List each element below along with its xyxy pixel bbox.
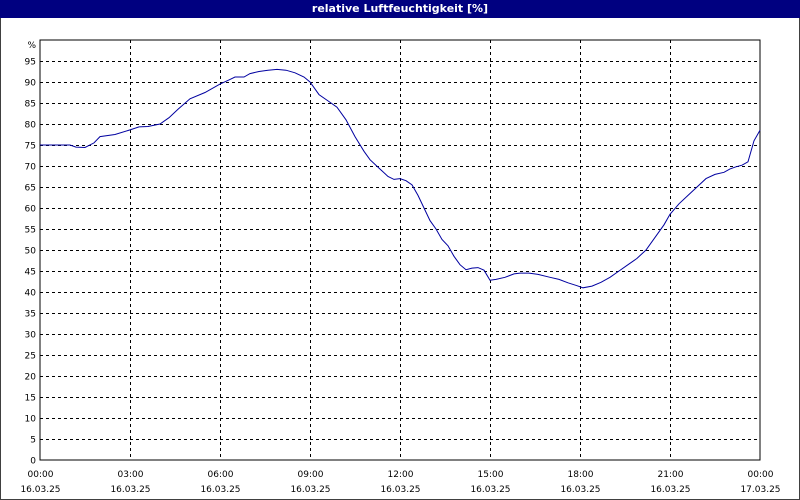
y-tick-label: 90 [25,79,37,89]
y-tick-label: 30 [25,331,37,341]
y-tick-label: 50 [25,247,37,257]
x-tick-date-label: 16.03.25 [200,485,240,495]
x-tick-date-label: 16.03.25 [560,485,600,495]
y-tick-label: 75 [25,142,36,152]
y-tick-label: 55 [25,226,36,236]
x-tick-time-label: 12:00 [388,470,414,480]
x-tick-date-label: 16.03.25 [110,485,150,495]
y-tick-label: 45 [25,268,36,278]
y-tick-label: 85 [25,100,36,110]
y-axis-label: % [27,41,36,51]
y-tick-label: 80 [25,121,37,131]
x-tick-time-label: 00:00 [28,470,54,480]
y-tick-label: 0 [30,457,36,467]
y-tick-label: 15 [25,394,36,404]
x-tick-time-label: 21:00 [658,470,684,480]
y-tick-label: 70 [25,163,37,173]
x-tick-time-label: 15:00 [478,470,504,480]
x-tick-date-label: 17.03.25 [740,485,780,495]
x-tick-date-label: 16.03.25 [290,485,330,495]
y-tick-label: 40 [25,289,37,299]
x-tick-date-label: 16.03.25 [470,485,510,495]
x-tick-time-label: 03:00 [118,470,144,480]
x-tick-time-label: 18:00 [568,470,594,480]
y-tick-label: 95 [25,58,36,68]
x-tick-time-label: 09:00 [298,470,324,480]
x-tick-date-label: 16.03.25 [650,485,690,495]
x-tick-date-label: 16.03.25 [380,485,420,495]
x-tick-time-label: 06:00 [208,470,234,480]
y-tick-label: 5 [30,436,36,446]
y-tick-label: 10 [25,415,37,425]
y-tick-label: 60 [25,205,37,215]
chart-title: relative Luftfeuchtigkeit [%] [0,0,800,18]
y-tick-label: 35 [25,310,36,320]
humidity-line [40,68,761,289]
y-tick-label: 20 [25,373,37,383]
x-tick-time-label: 00:00 [748,470,774,480]
y-tick-label: 25 [25,352,36,362]
y-tick-label: 65 [25,184,36,194]
x-tick-date-label: 16.03.25 [20,485,60,495]
